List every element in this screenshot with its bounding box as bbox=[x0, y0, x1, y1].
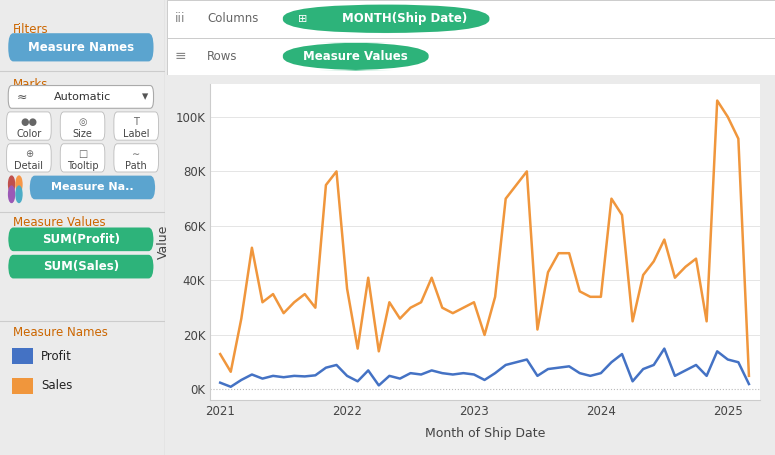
Text: Tooltip: Tooltip bbox=[67, 161, 98, 171]
FancyBboxPatch shape bbox=[9, 86, 153, 108]
FancyBboxPatch shape bbox=[167, 0, 775, 38]
Text: Filters: Filters bbox=[13, 23, 49, 36]
FancyBboxPatch shape bbox=[12, 348, 33, 364]
Circle shape bbox=[9, 176, 15, 192]
Text: Rows: Rows bbox=[207, 50, 237, 63]
Text: Marks: Marks bbox=[13, 78, 49, 91]
Text: □: □ bbox=[78, 149, 87, 159]
FancyBboxPatch shape bbox=[7, 144, 51, 172]
Text: Sales: Sales bbox=[41, 379, 73, 392]
Text: ⊞: ⊞ bbox=[298, 14, 308, 24]
FancyBboxPatch shape bbox=[9, 33, 153, 61]
Text: ≈: ≈ bbox=[16, 91, 26, 103]
Text: Path: Path bbox=[126, 161, 147, 171]
Text: ⊕: ⊕ bbox=[25, 149, 33, 159]
Text: ●●: ●● bbox=[20, 117, 37, 127]
FancyBboxPatch shape bbox=[114, 144, 158, 172]
Text: T: T bbox=[133, 117, 140, 127]
X-axis label: Month of Ship Date: Month of Ship Date bbox=[425, 427, 545, 440]
Text: Color: Color bbox=[16, 129, 42, 139]
Text: iii: iii bbox=[174, 12, 185, 25]
FancyBboxPatch shape bbox=[60, 112, 105, 140]
FancyBboxPatch shape bbox=[7, 112, 51, 140]
Text: ≡: ≡ bbox=[174, 49, 186, 63]
Text: SUM(Profit): SUM(Profit) bbox=[42, 233, 120, 246]
Text: Measure Values: Measure Values bbox=[13, 217, 106, 229]
FancyBboxPatch shape bbox=[283, 42, 429, 71]
FancyBboxPatch shape bbox=[9, 255, 153, 278]
Y-axis label: Value: Value bbox=[157, 225, 170, 259]
FancyBboxPatch shape bbox=[12, 378, 33, 394]
FancyBboxPatch shape bbox=[60, 144, 105, 172]
Text: Detail: Detail bbox=[15, 161, 43, 171]
Text: Columns: Columns bbox=[207, 12, 258, 25]
Circle shape bbox=[9, 186, 15, 202]
FancyBboxPatch shape bbox=[283, 5, 490, 33]
FancyBboxPatch shape bbox=[9, 228, 153, 251]
Text: MONTH(Ship Date): MONTH(Ship Date) bbox=[342, 12, 467, 25]
Text: SUM(Sales): SUM(Sales) bbox=[43, 260, 119, 273]
Text: Measure Values: Measure Values bbox=[303, 50, 408, 63]
FancyBboxPatch shape bbox=[29, 176, 155, 199]
FancyBboxPatch shape bbox=[114, 112, 158, 140]
Text: Measure Names: Measure Names bbox=[13, 326, 108, 339]
Text: ◎: ◎ bbox=[78, 117, 87, 127]
FancyBboxPatch shape bbox=[167, 38, 775, 75]
Text: Automatic: Automatic bbox=[54, 92, 111, 102]
Text: ▾: ▾ bbox=[142, 91, 148, 103]
Text: Size: Size bbox=[73, 129, 92, 139]
Text: Measure Na..: Measure Na.. bbox=[51, 182, 134, 192]
Text: Label: Label bbox=[123, 129, 150, 139]
Text: Profit: Profit bbox=[41, 350, 72, 363]
Circle shape bbox=[16, 186, 22, 202]
Circle shape bbox=[16, 176, 22, 192]
Text: ∼: ∼ bbox=[132, 149, 140, 159]
Text: Measure Names: Measure Names bbox=[28, 41, 134, 54]
